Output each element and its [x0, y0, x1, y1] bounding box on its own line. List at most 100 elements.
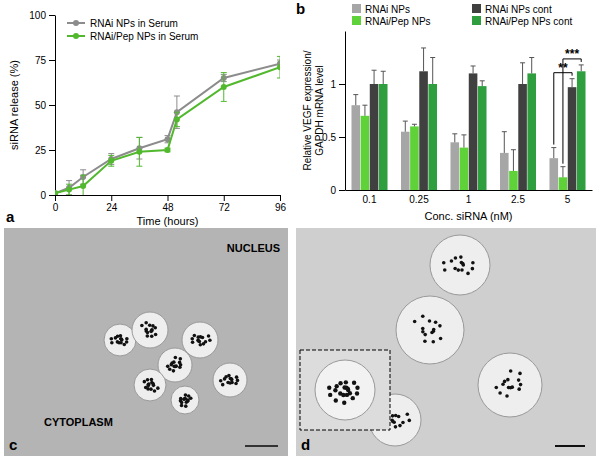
vesicle	[478, 353, 542, 417]
error-bar-cap	[66, 184, 72, 185]
error-bar-cap	[277, 78, 280, 79]
vesicle	[396, 296, 464, 364]
error-bar-stem	[364, 105, 365, 116]
bar	[469, 73, 478, 190]
micrograph: cNUCLEUSCYTOPLASM	[4, 228, 288, 456]
particle	[153, 389, 157, 393]
x-tick-label: 0.25	[409, 194, 429, 205]
particle	[509, 369, 513, 373]
error-bar	[80, 175, 86, 195]
panel-label: d	[301, 436, 310, 453]
x-tick: 5	[565, 194, 571, 205]
particle	[148, 323, 152, 327]
error-bar	[502, 132, 507, 153]
figure: 0244872960255075100Time (hours)siRNA rel…	[0, 0, 600, 460]
micrograph-background	[296, 228, 596, 456]
error-bar-cap	[560, 166, 565, 167]
micrograph-label: CYTOPLASM	[44, 416, 113, 428]
particle	[147, 384, 151, 388]
particle	[230, 381, 234, 385]
particle	[392, 420, 396, 424]
error-bar	[108, 155, 114, 166]
y-tick: 75	[35, 55, 55, 66]
error-bar-stem	[463, 135, 464, 148]
error-bar-cap	[372, 70, 377, 71]
x-tick-label: 0.1	[363, 194, 377, 205]
bar	[450, 142, 459, 190]
bar	[370, 84, 379, 190]
error-bar-cap	[471, 65, 476, 66]
bar	[410, 126, 419, 190]
particle	[439, 337, 443, 341]
bar	[568, 87, 577, 190]
error-bar	[174, 112, 180, 126]
particle	[342, 385, 346, 389]
particle	[394, 425, 398, 429]
error-bar-cap	[353, 94, 358, 95]
error-bar-cap	[165, 135, 171, 136]
particle	[510, 385, 514, 389]
error-bar-stem	[522, 63, 523, 84]
data-point	[165, 147, 171, 153]
error-bar	[421, 48, 426, 71]
particle	[149, 387, 153, 391]
scale-bar	[245, 445, 278, 447]
x-tick-mark	[224, 195, 225, 201]
y-tick: 0	[330, 185, 345, 196]
particle	[517, 387, 521, 391]
y-tick: 1	[330, 79, 345, 90]
particle	[423, 339, 427, 343]
data-point	[66, 187, 72, 193]
particle	[498, 391, 502, 395]
bar	[460, 148, 469, 190]
error-bar-cap	[403, 121, 408, 122]
data-point	[55, 190, 58, 195]
particle	[342, 401, 346, 405]
y-tick-mark	[49, 15, 55, 16]
particle	[236, 379, 240, 383]
x-tick-label: 5	[565, 194, 571, 205]
error-bar-stem	[423, 48, 424, 71]
particle	[156, 386, 160, 390]
particle	[421, 314, 425, 318]
error-bar	[66, 184, 72, 195]
legend-marker	[73, 33, 79, 39]
error-bar	[66, 181, 72, 195]
error-bar-cap	[529, 57, 534, 58]
error-bar-cap	[579, 64, 584, 65]
error-bar	[480, 81, 485, 86]
vesicle	[132, 312, 168, 348]
bar	[500, 153, 509, 190]
particle	[146, 378, 150, 382]
error-bar	[108, 154, 114, 165]
error-bar	[412, 124, 417, 126]
legend: RNAi NPsRNAi/Pep NPsRNAi NPs contRNAi/Pe…	[352, 4, 572, 27]
error-bar	[221, 73, 227, 102]
particle	[150, 328, 154, 332]
particle	[334, 398, 338, 402]
error-bar	[560, 167, 565, 178]
particle	[398, 424, 402, 428]
vesicle	[134, 369, 166, 401]
particle	[150, 334, 154, 338]
particle	[187, 394, 191, 398]
significance-label: ***	[565, 47, 579, 61]
error-bar-cap	[66, 180, 72, 181]
particle	[110, 341, 114, 345]
particle	[234, 382, 238, 386]
y-axis-title: siRNA release (%)	[8, 60, 20, 150]
vesicle	[430, 235, 490, 295]
y-tick: 0	[40, 190, 55, 201]
error-bar-cap	[221, 72, 227, 73]
particle	[442, 261, 446, 265]
particle	[328, 393, 332, 397]
particle	[119, 337, 123, 341]
particle	[391, 414, 395, 418]
y-tick-mark	[49, 195, 55, 196]
particle	[114, 336, 118, 340]
vesicle	[182, 322, 218, 358]
particle	[471, 267, 475, 271]
particle	[119, 341, 123, 345]
micrograph-background	[4, 228, 288, 456]
error-bar-stem	[473, 66, 474, 73]
